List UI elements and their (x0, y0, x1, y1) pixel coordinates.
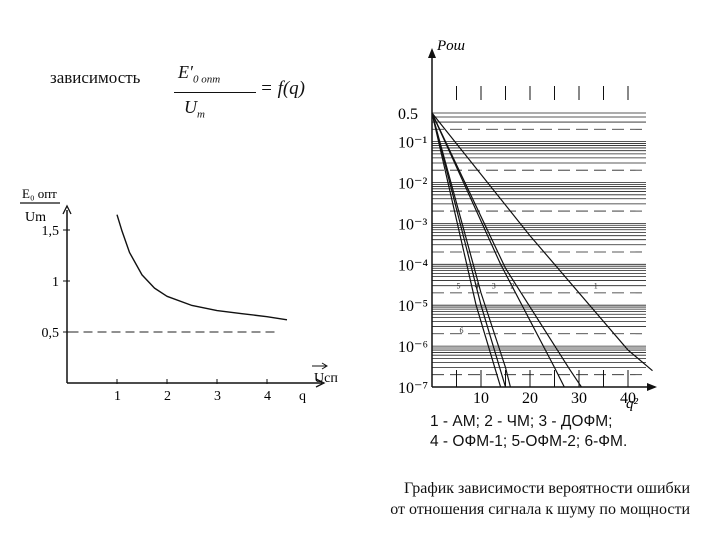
x-axis-arrow (647, 383, 657, 391)
legend-line-2: 4 - ОФМ-1; 5-ОФМ-2; 6-ФМ. (430, 433, 628, 450)
formula: E′0 опт Um = f(q) (172, 56, 322, 136)
x-label-arrow-head (321, 362, 328, 370)
y-tick-label-4: 10⁻⁴ (398, 257, 428, 274)
y-axis-arrow (62, 204, 72, 215)
x-tick-label-0: 1 (114, 389, 121, 404)
y-tick-label-0: 0.5 (398, 106, 418, 123)
y-tick-label-3: 10⁻³ (398, 216, 427, 233)
y-tick-label-2: 10⁻² (398, 175, 427, 192)
curve-marker-6: 6 (459, 326, 463, 335)
x-tick-label-1: 2 (164, 389, 171, 404)
y-tick-label-1: 1 (52, 275, 59, 290)
y-tick-label-5: 10⁻⁵ (398, 298, 428, 315)
caption-line-1: График зависимости вероятности ошибки (403, 480, 690, 497)
x-tick-label-1: 20 (522, 390, 538, 407)
curve-marker-3: 3 (492, 282, 496, 291)
formula-rhs: = f(q) (260, 78, 306, 99)
chart-legend: 1 - АМ; 2 - ЧМ; 3 - ДОФМ; 4 - ОФМ-1; 5-О… (430, 412, 627, 452)
amplitude-chart: E₀ опт Um Uсп 1 2 3 4 q 0,5 1 1,5 (20, 186, 338, 404)
intro-label: зависимость (50, 68, 141, 87)
y-axis-label: Pош (436, 38, 465, 54)
x-axis-label: Uсп (314, 371, 338, 386)
curve-marker-5: 5 (457, 282, 461, 291)
x-tick-label-3: 40 (620, 390, 636, 407)
series-3 (431, 112, 565, 388)
y-axis-label-top: E₀ опт (22, 186, 57, 201)
series-4 (431, 112, 511, 388)
series-2 (431, 112, 582, 388)
y-tick-label-6: 10⁻⁶ (398, 339, 428, 356)
y-tick-label-0: 0,5 (42, 326, 60, 341)
curve-marker-2: 2 (510, 282, 514, 291)
formula-numerator: E′0 опт (178, 62, 221, 86)
series-5 (431, 112, 507, 388)
y-axis-arrow (428, 48, 436, 58)
x-tick-label-2: 30 (571, 390, 587, 407)
y-tick-label-1: 10⁻¹ (398, 135, 427, 152)
x-tick-label-0: 10 (473, 390, 489, 407)
x-tick-label-3: 4 (264, 389, 271, 404)
series-1 (431, 112, 653, 372)
curve-marker-4: 4 (475, 282, 479, 291)
series-6 (431, 112, 502, 388)
caption: График зависимости вероятности ошибки от… (390, 478, 690, 520)
x-axis-arrow (315, 378, 326, 388)
y-tick-label-2: 1,5 (42, 224, 60, 239)
x-tick-label-4: q (299, 389, 306, 404)
legend-line-1: 1 - АМ; 2 - ЧМ; 3 - ДОФМ; (430, 413, 613, 430)
x-axis-label: q² (626, 396, 639, 412)
curve-marker-1: 1 (594, 282, 598, 291)
y-axis-label-bottom: Um (25, 210, 46, 225)
error-probability-chart: Pош q² 0.5 10⁻¹ 10⁻² 10⁻³ 10⁻⁴ 10⁻⁵ 10⁻⁶ 10⁻⁷ 10 20… (398, 38, 657, 412)
y-tick-label-7: 10⁻⁷ (398, 380, 428, 397)
caption-line-2: от отношения сигнала к шуму по мощности (390, 501, 690, 518)
x-tick-label-2: 3 (214, 389, 221, 404)
fraction-bar (174, 92, 256, 93)
curve-0 (116, 214, 288, 321)
formula-denominator: Um (184, 97, 205, 121)
